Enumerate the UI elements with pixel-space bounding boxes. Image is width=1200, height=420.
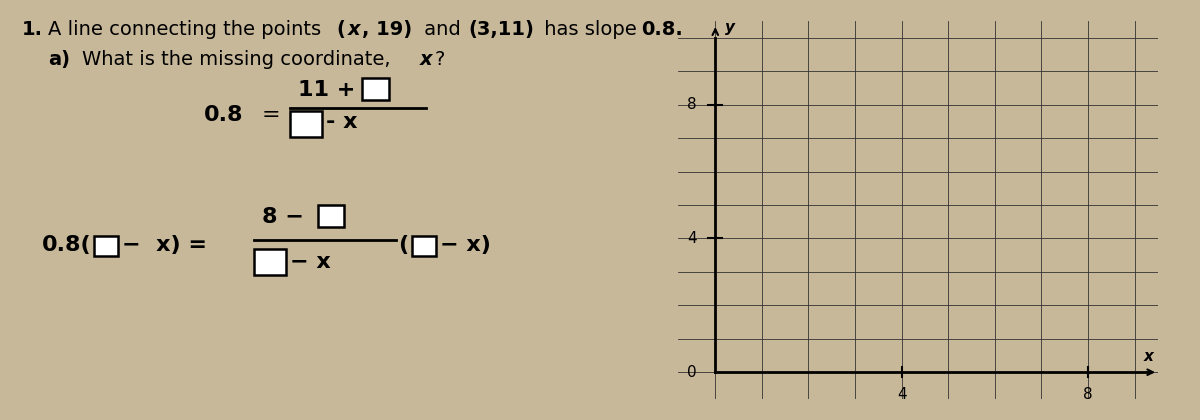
Bar (318, 205, 344, 227)
Text: 11 +: 11 + (298, 80, 355, 100)
Text: ?: ? (434, 50, 445, 69)
Bar (412, 236, 436, 256)
Text: has slope: has slope (538, 20, 643, 39)
Text: , 19): , 19) (362, 20, 413, 39)
Text: and: and (418, 20, 467, 39)
Text: - x: - x (326, 112, 358, 132)
Text: 8: 8 (688, 97, 697, 112)
Text: =: = (262, 105, 281, 125)
Bar (290, 111, 322, 137)
Text: 4: 4 (896, 387, 906, 402)
Text: 8 −: 8 − (262, 207, 304, 227)
Text: − x: − x (290, 252, 331, 272)
Text: 1.: 1. (22, 20, 43, 39)
Text: (3,11): (3,11) (468, 20, 534, 39)
Bar (254, 249, 286, 275)
Text: 0.8: 0.8 (204, 105, 244, 125)
Text: y: y (725, 20, 734, 35)
Text: 0.8(: 0.8( (42, 235, 91, 255)
Text: −  x) =: − x) = (122, 235, 208, 255)
Text: What is the missing coordinate,: What is the missing coordinate, (82, 50, 396, 69)
Text: 0: 0 (688, 365, 697, 380)
Bar (362, 78, 389, 100)
Text: a): a) (48, 50, 70, 69)
Text: x: x (420, 50, 433, 69)
Text: x: x (348, 20, 361, 39)
Text: (: ( (398, 235, 409, 255)
Text: (: ( (336, 20, 344, 39)
Text: − x): − x) (440, 235, 491, 255)
Text: 4: 4 (688, 231, 697, 246)
Text: 8: 8 (1084, 387, 1093, 402)
Text: x: x (1144, 349, 1153, 364)
Text: 0.8.: 0.8. (641, 20, 683, 39)
Bar (94, 236, 118, 256)
Text: A line connecting the points: A line connecting the points (48, 20, 328, 39)
